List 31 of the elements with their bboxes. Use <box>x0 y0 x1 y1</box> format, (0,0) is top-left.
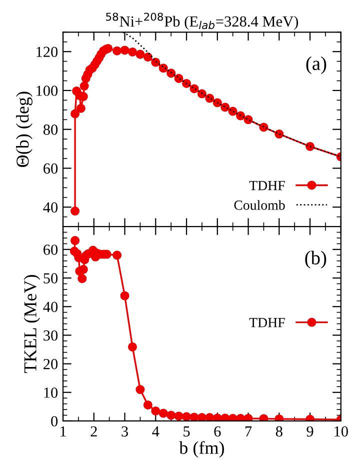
legend-label: Coulomb <box>234 200 285 210</box>
y-tick-label: 30 <box>44 330 58 341</box>
y-tick-label: 100 <box>36 86 58 96</box>
x-tick-label: 3 <box>122 426 128 437</box>
y-tick-label: 20 <box>44 358 58 370</box>
chart-title: $^{58}$Ni+$^{208}$Pb (E$_{lab}$=328.4 MeV) <box>106 12 298 30</box>
x-axis-title: b (fm) <box>179 441 224 458</box>
y-tick-label: 10 <box>44 388 58 398</box>
legend-label: TDHF <box>249 181 285 190</box>
x-tick-label: 5 <box>184 426 190 437</box>
y-tick-label: 40 <box>43 302 58 312</box>
x-tick-label: 1 <box>60 426 66 436</box>
x-tick-label: 7 <box>245 426 252 436</box>
annotation: (b) <box>305 250 326 268</box>
annotation: (a) <box>306 56 326 74</box>
legend-label: TDHF <box>249 318 285 328</box>
x-tick-label: 2 <box>90 426 97 436</box>
y-tick-label: 50 <box>44 273 58 284</box>
y-tick-label: 60 <box>44 163 58 174</box>
y-tick-label: 120 <box>36 46 58 58</box>
y-tick-label: 40 <box>43 202 58 213</box>
y-axis-title: TKEL (MeV) <box>24 275 40 373</box>
y-tick-label: 80 <box>43 124 58 135</box>
x-tick-label: 9 <box>306 426 314 437</box>
x-tick-label: 10 <box>334 426 348 437</box>
y-tick-label: 0 <box>51 416 58 426</box>
x-tick-label: 6 <box>214 426 221 437</box>
x-tick-label: 8 <box>276 426 282 437</box>
y-axis-title: Θ(b) (deg) <box>16 92 32 167</box>
y-tick-label: 60 <box>44 244 58 255</box>
x-tick-label: 4 <box>152 426 160 436</box>
